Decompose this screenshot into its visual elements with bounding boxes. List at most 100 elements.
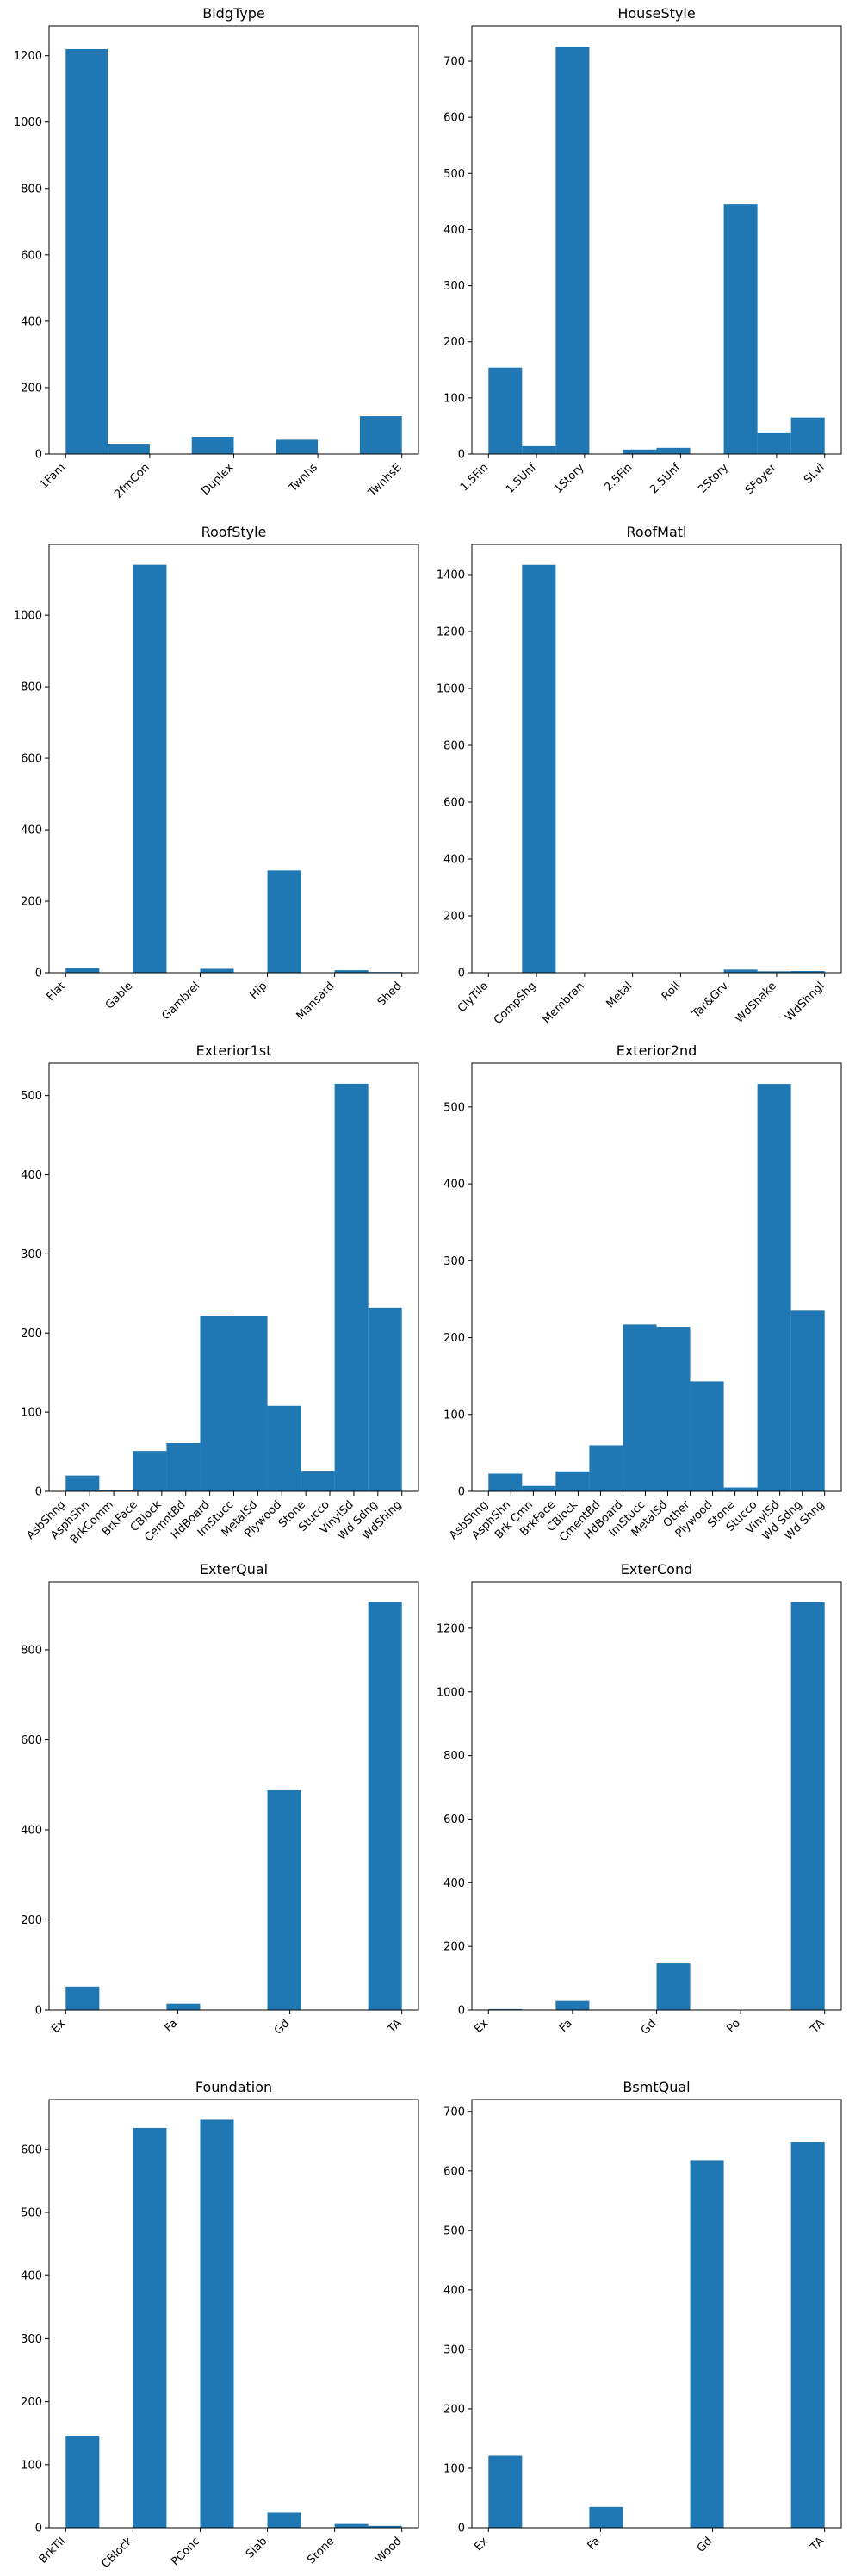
bar-fa bbox=[589, 2506, 623, 2528]
x-tick-label-tar-grv: Tar&Grv bbox=[690, 980, 732, 1022]
x-tick-label-gd: Gd bbox=[272, 2017, 293, 2038]
y-tick-label: 0 bbox=[458, 2523, 465, 2536]
chart-title: RoofStyle bbox=[201, 524, 267, 540]
plot-frame bbox=[471, 544, 842, 974]
chart-housestyle: HouseStyle 0 100 200 300 400 500 600 700 1.5Fin 1.… bbox=[443, 5, 842, 497]
y-tick-label: 400 bbox=[443, 853, 465, 866]
chart-title: RoofMatl bbox=[627, 524, 687, 540]
x-tick-label-pconc: PConc bbox=[169, 2535, 202, 2568]
x-tick-label-gd: Gd bbox=[639, 2017, 660, 2038]
bar-stucco bbox=[301, 1471, 335, 1491]
bar-cblock bbox=[133, 2127, 167, 2528]
x-tick-label-ta: TA bbox=[808, 2017, 827, 2037]
chart-foundation: Foundation 0 100 200 300 400 500 600 BrkTil CBloc… bbox=[21, 2079, 419, 2571]
bar-twnhse bbox=[359, 416, 402, 454]
bar-hdboard-imstucc bbox=[200, 1316, 234, 1491]
y-tick-label: 800 bbox=[21, 681, 42, 694]
bar-gd bbox=[690, 2160, 724, 2528]
y-tick-label: 400 bbox=[443, 1877, 465, 1890]
chart-exterior2nd: Exterior2nd0100200300400500AsbShngAsphSh… bbox=[443, 1042, 842, 1544]
x-tick-label-2-5fin: 2.5Fin bbox=[602, 461, 635, 494]
y-tick-label: 400 bbox=[443, 1179, 465, 1192]
y-tick-label: 200 bbox=[443, 1941, 465, 1954]
chart-extercond: ExterCond 0 200 400 600 800 1000 1200 Ex Fa Gd Po TA bbox=[437, 1561, 842, 2038]
y-tick-label: 200 bbox=[443, 2403, 465, 2416]
x-tick-label-brktil: BrkTil bbox=[37, 2535, 68, 2566]
bar-cmentbd bbox=[589, 1445, 623, 1491]
y-tick-label: 100 bbox=[21, 1407, 42, 1420]
x-tick-label-sfoyer: SFoyer bbox=[743, 461, 779, 497]
x-tick-label-roll: Roll bbox=[660, 980, 683, 1003]
bar-asphshn-brkcomm bbox=[99, 1490, 133, 1491]
plot-frame bbox=[48, 2099, 419, 2529]
chart-title: ExterQual bbox=[200, 1561, 268, 1577]
bar-slab bbox=[267, 2512, 301, 2528]
chart-exterior1st: Exterior1st0100200300400500AsbShngAsphSh… bbox=[21, 1042, 419, 1546]
y-tick-label: 0 bbox=[458, 2005, 465, 2018]
x-tick-label-po: Po bbox=[724, 2017, 742, 2035]
x-tick-label-fa: Fa bbox=[557, 2017, 575, 2035]
x-tick-label-duplex: Duplex bbox=[199, 461, 236, 498]
y-tick-label: 0 bbox=[458, 968, 465, 980]
y-tick-label: 200 bbox=[21, 382, 42, 395]
x-tick-label-fa: Fa bbox=[586, 2535, 604, 2553]
x-tick-label-2story: 2Story bbox=[696, 461, 731, 496]
y-tick-label: 1000 bbox=[437, 682, 465, 695]
x-tick-label-mansard: Mansard bbox=[294, 980, 338, 1023]
y-tick-label: 1000 bbox=[437, 1686, 465, 1699]
y-tick-label: 400 bbox=[21, 315, 42, 328]
x-tick-label-wdshake: WdShake bbox=[733, 980, 778, 1025]
bar-metalsd bbox=[656, 1327, 691, 1491]
bar-gd bbox=[656, 1963, 691, 2010]
y-tick-label: 500 bbox=[21, 1090, 42, 1103]
y-tick-label: 600 bbox=[21, 249, 42, 262]
y-tick-label: 500 bbox=[443, 2224, 465, 2237]
y-tick-label: 100 bbox=[443, 2462, 465, 2475]
x-tick-label-metal: Metal bbox=[604, 980, 635, 1011]
x-tick-label-1-5fin: 1.5Fin bbox=[458, 461, 491, 494]
y-tick-label: 700 bbox=[443, 56, 465, 69]
x-tick-label-fa: Fa bbox=[163, 2017, 181, 2035]
y-tick-label: 500 bbox=[443, 168, 465, 181]
chart-exterqual: ExterQual 0 200 400 600 800 Ex Fa Gd TA bbox=[21, 1561, 419, 2038]
x-tick-label-1fam: 1Fam bbox=[38, 461, 68, 491]
bar-2story bbox=[723, 204, 758, 454]
y-tick-label: 600 bbox=[443, 1814, 465, 1826]
bar-mansard bbox=[334, 970, 369, 973]
bar-1story bbox=[555, 47, 590, 454]
x-tick-label-ex: Ex bbox=[472, 2017, 491, 2036]
y-tick-label: 400 bbox=[443, 2284, 465, 2297]
x-tick-label-2-5unf: 2.5Unf bbox=[648, 461, 683, 496]
bar-wdshake bbox=[757, 971, 791, 973]
bar-ta bbox=[368, 1602, 402, 2010]
x-tick-label-ex: Ex bbox=[472, 2535, 491, 2554]
y-tick-label: 800 bbox=[21, 1644, 42, 1657]
bar-flat bbox=[65, 968, 100, 973]
x-tick-label-twnhse: TwnhsE bbox=[365, 461, 404, 500]
bar-plywood-stone bbox=[267, 1405, 301, 1491]
chart-roofmatl: RoofMatl 0 200 400 600 800 1000 1200 1400 ClyTile… bbox=[437, 524, 842, 1027]
y-tick-label: 300 bbox=[443, 2343, 465, 2356]
bar-sfoyer bbox=[757, 432, 791, 454]
bar-metalsd bbox=[233, 1316, 268, 1491]
bar-hdboard-imstucc bbox=[623, 1324, 657, 1491]
bar-2-5fin bbox=[623, 449, 657, 454]
x-tick-label-1story: 1Story bbox=[552, 461, 587, 496]
y-tick-label: 200 bbox=[21, 896, 42, 909]
y-tick-label: 400 bbox=[21, 2270, 42, 2283]
bar-pconc bbox=[200, 2119, 234, 2528]
bar-gambrel bbox=[200, 968, 234, 973]
y-tick-label: 100 bbox=[21, 2459, 42, 2472]
chart-roofstyle: RoofStyle 0 200 400 600 800 1000 Flat Gable Gambr… bbox=[14, 524, 419, 1023]
bar-asbshng bbox=[488, 1473, 523, 1491]
plot-frame bbox=[48, 1581, 419, 2011]
chart-title: Foundation bbox=[195, 2079, 272, 2095]
x-tick-label-hip: Hip bbox=[247, 980, 270, 1002]
y-tick-label: 600 bbox=[21, 1734, 42, 1747]
bar-ta bbox=[790, 2142, 825, 2528]
y-tick-label: 500 bbox=[21, 2207, 42, 2220]
bar-tar-grv bbox=[723, 969, 758, 973]
chart-title: Exterior2nd bbox=[617, 1042, 697, 1059]
chart-title: Exterior1st bbox=[196, 1042, 272, 1059]
chart-bldgtype: BldgType 0 200 400 600 800 1000 1200 1Fam 2fmCon D… bbox=[14, 5, 419, 501]
